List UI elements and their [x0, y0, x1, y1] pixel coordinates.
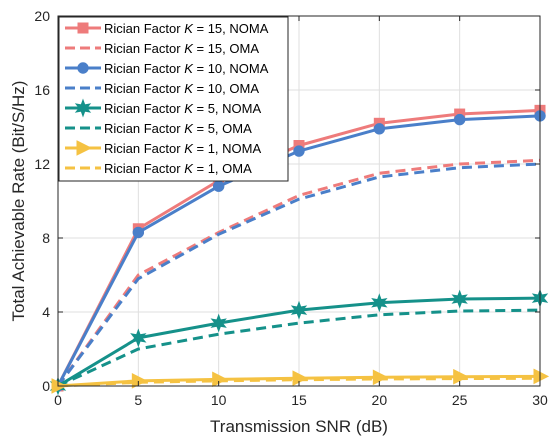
data-point-star	[74, 98, 92, 118]
legend-entry: Rician Factor K = 10, OMA	[65, 81, 259, 96]
data-point-circle	[212, 180, 225, 192]
y-tick-label: 16	[34, 82, 50, 98]
data-point-circle	[77, 62, 89, 74]
legend: Rician Factor K = 15, NOMA Rician Factor …	[58, 16, 289, 182]
legend-entry: Rician Factor K = 15, NOMA	[65, 21, 269, 36]
data-point-triangle	[533, 368, 550, 385]
series-line	[56, 158, 541, 387]
data-point-star	[290, 300, 308, 320]
x-tick-label: 10	[211, 392, 227, 408]
data-point-circle	[453, 113, 466, 126]
data-point-star	[371, 293, 388, 313]
data-point-triangle	[372, 369, 389, 386]
legend-label: Rician Factor K = 10, NOMA	[104, 61, 269, 76]
y-tick-label: 20	[34, 8, 50, 24]
legend-label: Rician Factor K = 5, NOMA	[104, 101, 261, 116]
legend-label: Rician Factor K = 10, OMA	[104, 81, 259, 96]
x-tick-label: 25	[452, 392, 468, 408]
x-tick-label: 20	[372, 392, 388, 408]
legend-entry: Rician Factor K = 10, NOMA	[65, 61, 269, 76]
data-point-star	[130, 328, 147, 348]
y-tick-label: 4	[42, 304, 50, 320]
legend-label: Rician Factor K = 15, NOMA	[104, 21, 269, 36]
x-tick-label: 15	[291, 392, 307, 408]
legend-box	[58, 16, 289, 182]
legend-entry: Rician Factor K = 5, OMA	[65, 121, 252, 136]
legend-entry: Rician Factor K = 15, OMA	[65, 41, 259, 56]
x-tick-label: 0	[54, 392, 62, 408]
axis-ticks: 0 5 10 15 20 25 30 0 4 8 12 16 20	[34, 8, 548, 408]
series-line	[57, 308, 541, 388]
x-tick-label: 30	[532, 392, 548, 408]
x-tick-label: 5	[134, 392, 142, 408]
legend-entry: Rician Factor K = 1, NOMA	[65, 140, 261, 156]
x-axis-title: Transmission SNR (dB)	[210, 417, 388, 436]
series-5	[57, 308, 541, 388]
data-point-circle	[373, 123, 386, 135]
series-3	[56, 162, 541, 387]
data-point-circle	[293, 145, 305, 157]
y-tick-label: 8	[42, 230, 50, 246]
series-layer	[49, 104, 550, 396]
legend-entry: Rician Factor K = 1, OMA	[65, 161, 252, 176]
data-point-star	[451, 289, 468, 309]
data-point-square	[77, 22, 89, 34]
legend-label: Rician Factor K = 15, OMA	[104, 41, 259, 56]
y-tick-label: 12	[34, 156, 50, 172]
legend-label: Rician Factor K = 1, OMA	[104, 161, 252, 176]
y-axis-title: Total Achievable Rate (Bit/S/Hz)	[9, 81, 28, 322]
y-tick-label: 0	[42, 378, 50, 394]
data-point-star	[210, 313, 227, 333]
data-point-circle	[132, 226, 145, 239]
legend-label: Rician Factor K = 1, NOMA	[104, 141, 261, 156]
legend-entry: Rician Factor K = 5, NOMA	[65, 98, 261, 118]
legend-label: Rician Factor K = 5, OMA	[104, 121, 252, 136]
data-point-triangle	[76, 140, 93, 156]
data-point-triangle	[453, 368, 469, 385]
series-1	[56, 158, 541, 387]
series-line	[56, 162, 541, 387]
